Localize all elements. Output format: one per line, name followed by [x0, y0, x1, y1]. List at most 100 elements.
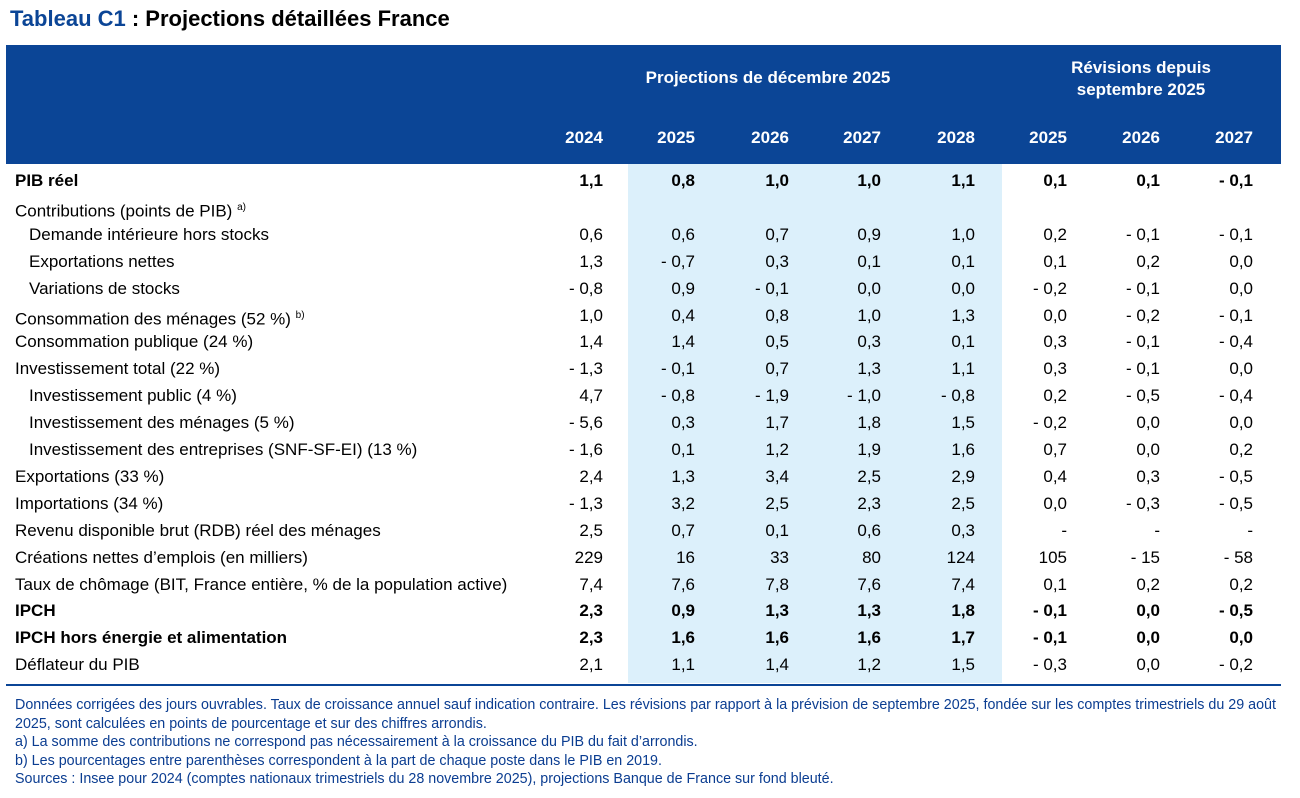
cell-value: - 0,1 — [1032, 628, 1067, 648]
cell-value: 0,3 — [1136, 466, 1160, 486]
cell-value: 1,6 — [671, 628, 695, 648]
cell-value: 33 — [770, 547, 789, 567]
cell-value: - — [1061, 520, 1067, 540]
cell-value: 0,0 — [1136, 413, 1160, 433]
cell-value: 1,5 — [951, 413, 975, 433]
row-label-text: Importations (34 %) — [15, 493, 164, 513]
cell-value: 2,5 — [765, 493, 789, 513]
cell-value: - 0,3 — [1032, 655, 1067, 675]
table-number: Tableau C1 — [10, 6, 126, 31]
table-row: IPCH hors énergie et alimentation 2,3 1,6 1… — [0, 624, 1300, 651]
row-label-text: Investissement des entreprises (SNF-SF-E… — [29, 440, 418, 459]
cell-value: 2,3 — [857, 493, 881, 513]
cell-value: - 0,2 — [1032, 413, 1067, 433]
cell-value: 1,8 — [951, 601, 975, 621]
cell-value: - 15 — [1130, 547, 1160, 567]
cell-value: 0,6 — [579, 224, 603, 244]
cell-value: - 0,1 — [1125, 224, 1160, 244]
cell-value: 0,9 — [671, 601, 695, 621]
cell-value: 1,1 — [951, 359, 975, 379]
cell-value: 2,4 — [579, 466, 603, 486]
row-label-text: Investissement des ménages (5 %) — [29, 413, 295, 433]
table-row: Taux de chômage (BIT, France entière, % … — [0, 571, 1300, 598]
row-label-text: Déflateur du PIB — [15, 655, 140, 675]
cell-value: 0,0 — [1136, 601, 1160, 621]
cell-value: - 0,2 — [1218, 655, 1253, 675]
cell-value: 3,4 — [765, 466, 789, 486]
cell-value: 0,2 — [1043, 224, 1067, 244]
cell-value: 0,3 — [951, 520, 975, 540]
cell-value: 0,1 — [951, 251, 975, 271]
row-label-text: Exportations nettes — [29, 251, 175, 271]
cell-value: 0,3 — [857, 332, 881, 352]
cell-value: - 0,2 — [1125, 305, 1160, 325]
row-label: Variations de stocks — [29, 275, 180, 302]
header-revisions-line1: Révisions depuis — [1071, 58, 1211, 77]
cell-value: 0,4 — [1043, 466, 1067, 486]
cell-value: - — [1247, 520, 1253, 540]
table-title-text: : Projections détaillées France — [125, 6, 450, 31]
cell-value: 0,8 — [765, 305, 789, 325]
cell-value: - 0,1 — [1218, 305, 1253, 325]
cell-value: 0,0 — [857, 278, 881, 298]
cell-value: 0,2 — [1136, 251, 1160, 271]
column-header-2025: 2025 — [657, 128, 695, 147]
row-label-text: Taux de chômage (BIT, France entière, % … — [15, 574, 508, 594]
cell-value: - 1,6 — [568, 440, 603, 459]
cell-value: - 0,5 — [1125, 386, 1160, 406]
cell-value: - 58 — [1223, 547, 1253, 567]
cell-value: 0,7 — [1043, 440, 1067, 459]
cell-value: - 0,5 — [1218, 601, 1253, 621]
cell-value: 0,1 — [1043, 251, 1067, 271]
table-row: Créations nettes d’emplois (en milliers)… — [0, 544, 1300, 571]
footnote-ref: a) — [237, 201, 246, 213]
cell-value: 229 — [574, 547, 603, 567]
cell-value: 0,7 — [765, 359, 789, 379]
row-label-text: Consommation des ménages (52 %) — [15, 309, 291, 329]
cell-value: 0,0 — [1136, 628, 1160, 648]
cell-value: - 0,4 — [1218, 332, 1253, 352]
cell-value: 2,1 — [579, 655, 603, 675]
cell-value: 0,9 — [857, 224, 881, 244]
cell-value: 1,1 — [671, 655, 695, 675]
table-title: Tableau C1 : Projections détaillées Fran… — [10, 6, 450, 32]
row-label: Contributions (points de PIB) a) — [15, 194, 246, 225]
cell-value: 0,1 — [1043, 171, 1067, 190]
cell-value: 0,6 — [857, 520, 881, 540]
footnote-line: a) La somme des contributions ne corresp… — [15, 734, 698, 750]
cell-value: 1,1 — [579, 171, 603, 190]
cell-value: - 1,3 — [568, 359, 603, 379]
cell-value: 7,4 — [951, 574, 975, 594]
row-label: Taux de chômage (BIT, France entière, % … — [15, 571, 507, 598]
cell-value: 0,9 — [671, 278, 695, 298]
row-label: Investissement total (22 %) — [15, 355, 220, 382]
cell-value: 7,6 — [857, 574, 881, 594]
row-label-text: PIB réel — [15, 171, 79, 190]
cell-value: - 0,5 — [1218, 466, 1253, 486]
column-header-2025: 2025 — [1029, 128, 1067, 147]
cell-value: - 0,1 — [754, 278, 789, 298]
row-label-text: IPCH — [15, 601, 56, 621]
cell-value: 0,3 — [765, 251, 789, 271]
footnotes: Données corrigées des jours ouvrables. T… — [15, 696, 1290, 789]
cell-value: 1,3 — [671, 466, 695, 486]
table-row: IPCH 2,3 0,9 1,3 1,3 1,8 - 0,1 0,0 - 0,5 — [0, 597, 1300, 624]
cell-value: 1,4 — [671, 332, 695, 352]
cell-value: - 0,1 — [1032, 601, 1067, 621]
cell-value: 7,8 — [765, 574, 789, 594]
cell-value: 105 — [1038, 547, 1067, 567]
table-row: PIB réel 1,1 0,8 1,0 1,0 1,1 0,1 0,1 - 0,1 — [0, 167, 1300, 194]
cell-value: - 0,1 — [1125, 359, 1160, 379]
cell-value: 1,1 — [951, 171, 975, 190]
footnote-line: Données corrigées des jours ouvrables. T… — [15, 697, 1276, 732]
row-label: PIB réel — [15, 167, 78, 194]
cell-value: 1,0 — [857, 171, 881, 190]
cell-value: 1,6 — [765, 628, 789, 648]
row-label: Déflateur du PIB — [15, 651, 140, 678]
cell-value: 7,6 — [671, 574, 695, 594]
header-projections: Projections de décembre 2025 — [645, 68, 891, 87]
cell-value: - 0,1 — [1125, 332, 1160, 352]
row-label: Investissement public (4 %) — [29, 382, 237, 409]
cell-value: 0,0 — [1136, 440, 1160, 459]
cell-value: 3,2 — [671, 493, 695, 513]
